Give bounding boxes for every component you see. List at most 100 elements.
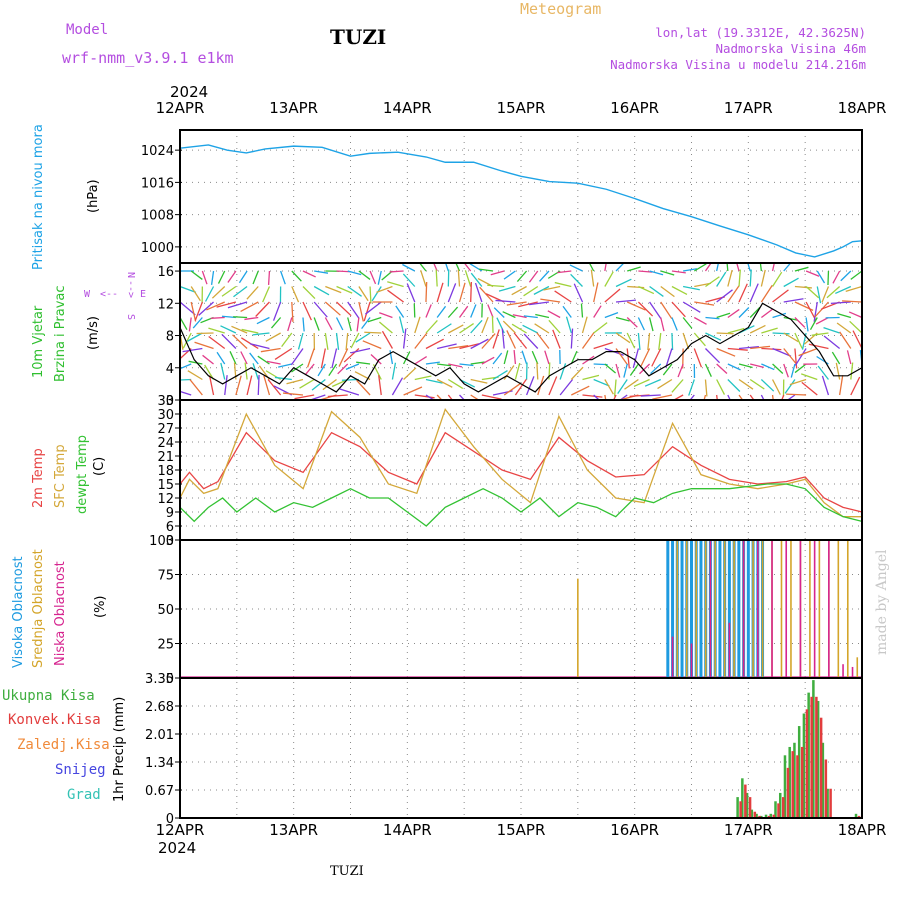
wind-arrow: [229, 351, 237, 365]
wind-arrow: [749, 324, 766, 334]
y-tick-label: 0: [166, 394, 174, 409]
pressure-unit: (hPa): [86, 179, 101, 213]
y-tick-label: 18: [157, 464, 174, 479]
wind-arrow: [671, 379, 684, 393]
precip-conv-bar: [777, 803, 780, 818]
y-tick-label: 4: [166, 362, 174, 377]
wind-arrow: [502, 311, 516, 319]
wind-arrow: [523, 315, 538, 319]
wind-arrow: [738, 283, 748, 303]
wind-arrow: [325, 285, 342, 294]
wind-arrow: [361, 317, 371, 330]
wind-arrow: [573, 283, 584, 303]
wind-arrow: [339, 388, 360, 396]
wind-arrow: [823, 335, 841, 350]
watermark: made by Angel: [874, 549, 890, 655]
y-tick-label: 25: [157, 638, 174, 653]
cloud-label-1: Visoka Oblacnost: [11, 556, 26, 668]
wind-arrow: [749, 306, 761, 318]
wind-arrow: [593, 341, 613, 350]
wind-arrow: [270, 317, 282, 329]
x-tick-label-top: 18APR: [838, 99, 887, 117]
wind-arrow: [771, 263, 775, 272]
x-tick-label-top: 16APR: [610, 99, 659, 117]
wind-arrow: [528, 270, 539, 283]
wind-arrow: [554, 281, 572, 288]
wind-arrow: [180, 390, 192, 396]
precip-conv-bar: [815, 696, 818, 818]
wind-arrow: [593, 378, 610, 387]
wind-arrow: [291, 286, 300, 303]
wind-arrow: [831, 351, 841, 365]
wind-arrow: [619, 394, 628, 400]
wind-arrow: [604, 312, 619, 319]
wind-arrow: [470, 304, 477, 318]
wind-arrow: [506, 330, 516, 349]
x-tick-label-top: 17APR: [724, 99, 773, 117]
wind-arrow: [210, 316, 225, 319]
wind-arrow: [267, 270, 271, 286]
wind-arrow: [638, 270, 653, 273]
wind-arrow: [689, 394, 695, 400]
wind-arrow: [660, 301, 673, 320]
y-tick-label: 1024: [141, 144, 174, 159]
precip-total-bar: [826, 788, 829, 818]
wind-arrow: [224, 375, 228, 396]
wind-arrow: [727, 394, 731, 400]
wind-arrow: [682, 332, 690, 350]
wind-arrow: [716, 363, 728, 374]
wind-arrow: [671, 301, 686, 318]
wind-arrow: [704, 379, 708, 397]
precip-conv-bar: [857, 815, 861, 818]
x-axis-bottom: 12APR 13APR 14APR 15APR 16APR 17APR 18APR: [156, 821, 887, 839]
wind-arrow: [593, 305, 602, 318]
wind-arrow: [580, 303, 584, 318]
wind-arrow: [649, 270, 664, 276]
wind-label-2: Brzina i Pravac: [53, 285, 68, 382]
wind-arrow: [503, 365, 515, 380]
wind-arrow: [363, 301, 371, 322]
wind-speed-line: [179, 302, 863, 393]
wind-arrow: [371, 286, 382, 302]
precip-total-bar: [778, 792, 782, 818]
wind-arrow: [726, 263, 729, 272]
wind-arrow: [444, 263, 449, 272]
precip-conv-bar: [753, 811, 757, 818]
wind-arrow: [705, 316, 720, 320]
wind-arrow: [850, 362, 854, 380]
wind-arrow: [457, 269, 461, 287]
y-tick-label: 27: [157, 422, 174, 437]
wind-arrow: [470, 394, 480, 400]
wind-arrow: [487, 284, 505, 288]
compass-e: E: [140, 289, 146, 300]
wind-arrow: [727, 269, 733, 287]
wind-arrow: [369, 286, 372, 304]
wind-arrow: [376, 285, 393, 293]
wind-arrow: [705, 348, 721, 364]
wind-arrow: [783, 277, 799, 288]
precip-total-bar: [783, 755, 787, 818]
wind-arrow: [786, 393, 807, 396]
wind-arrow: [338, 348, 349, 367]
wind-arrow: [658, 332, 662, 350]
wind-arrow: [463, 263, 472, 272]
wind-arrow: [835, 285, 852, 295]
wind-arrow: [204, 364, 215, 380]
wind-arrow: [704, 263, 712, 272]
y-tick-label: 24: [157, 436, 174, 451]
wind-arrow: [217, 270, 226, 284]
wind-arrow: [671, 332, 674, 351]
y-tick-label: 16: [157, 265, 174, 280]
wind-arrow: [705, 276, 720, 288]
wind-arrow: [671, 285, 688, 295]
y-tick-label: 12: [157, 492, 174, 507]
wind-arrow: [287, 317, 293, 332]
wind-arrow: [180, 317, 188, 330]
wind-arrow: [335, 332, 340, 350]
wind-arrow: [848, 311, 862, 319]
wind-arrow: [367, 316, 382, 323]
wind-arrow: [640, 348, 651, 367]
wind-arrow: [459, 343, 480, 350]
wind-arrow: [470, 319, 483, 334]
wind-arrow: [626, 317, 638, 328]
